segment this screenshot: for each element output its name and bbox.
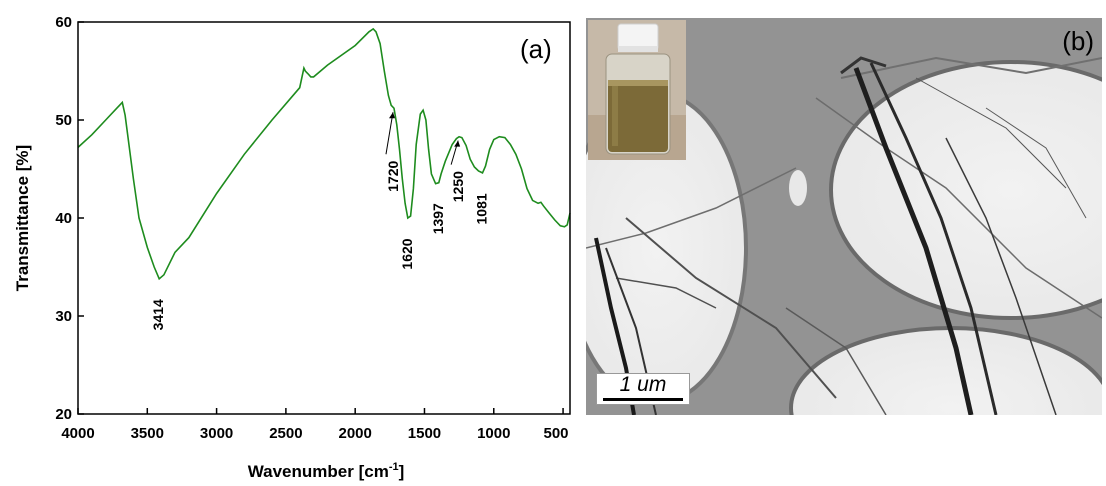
peak-arrow-1720 [385,112,394,155]
peak-arrowhead-1720 [388,112,395,119]
peak-label-1620: 1620 [399,238,415,269]
x-tick-label: 2500 [269,425,302,442]
ftir-chart: 20 30 40 50 60 4000 3500 3000 2500 2000 1500 1000 5… [13,14,571,481]
y-tick-label: 40 [55,210,72,227]
peak-label-3414: 3414 [150,299,166,330]
peak-arrowhead-1250 [454,140,461,147]
x-tick-label: 500 [543,425,568,442]
peak-label-1720: 1720 [385,160,401,191]
x-tick-label: 3000 [200,425,233,442]
x-tick-label: 1000 [477,425,510,442]
x-axis-ticks: 4000 3500 3000 2500 2000 1500 1000 500 [61,408,569,442]
plot-frame [77,21,571,415]
x-tick-label: 2000 [338,425,371,442]
spectrum-line [77,27,571,281]
scale-bar-label: 1 um [619,373,667,396]
panel-label-b: (b) [1062,26,1094,56]
y-tick-label: 60 [55,14,72,31]
vial-photo-inset [588,20,686,160]
y-axis-title: Transmittance [%] [13,145,32,291]
peak-label-1250: 1250 [450,171,466,202]
scale-bar: 1 um [596,373,690,405]
x-axis-title: Wavenumber [cm-1] [248,461,405,481]
x-tick-label: 3500 [131,425,164,442]
peak-label-1397: 1397 [430,203,446,234]
y-axis-ticks: 20 30 40 50 60 [55,14,84,423]
scale-bar-line [603,398,683,401]
peak-label-1081: 1081 [474,193,490,224]
y-tick-label: 20 [55,406,72,423]
x-tick-label: 4000 [61,425,94,442]
panel-label-a: (a) [520,34,552,64]
tem-micrograph: (b) 1 um [586,18,1102,415]
y-tick-label: 30 [55,308,72,325]
y-tick-label: 50 [55,112,72,129]
x-tick-label: 1500 [408,425,441,442]
